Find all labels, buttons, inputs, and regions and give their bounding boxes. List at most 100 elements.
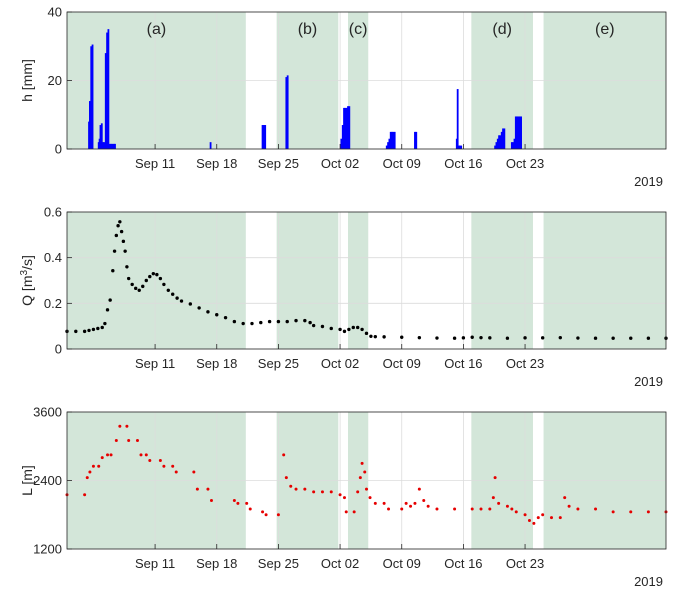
q-point — [593, 336, 598, 340]
q-point — [74, 329, 78, 334]
h-bar — [99, 125, 102, 149]
q-point — [646, 336, 651, 340]
q-point — [479, 335, 483, 340]
q-point — [100, 325, 104, 330]
h-bar — [502, 128, 504, 149]
h-bar — [111, 143, 114, 149]
q-point — [197, 306, 201, 310]
x-tick-label: Sep 25 — [258, 356, 299, 371]
q-point — [134, 286, 138, 291]
l-point — [174, 470, 178, 474]
l-point — [303, 487, 307, 491]
period-label-2: (b) — [298, 21, 318, 38]
h-bar — [262, 125, 265, 149]
h-bar — [264, 125, 267, 149]
x-tick-label: Oct 23 — [506, 156, 544, 171]
l-point — [85, 476, 89, 480]
x-tick-label: Oct 02 — [321, 356, 359, 371]
h-bar — [415, 131, 418, 149]
q-point — [166, 288, 171, 292]
l-point — [373, 501, 377, 505]
l-point — [91, 464, 95, 468]
l-point — [409, 504, 413, 508]
l-point — [312, 490, 316, 494]
l-point — [352, 510, 356, 514]
l-point — [563, 496, 567, 500]
q-point — [435, 336, 439, 340]
l-point — [356, 490, 360, 494]
l-point — [232, 498, 236, 502]
shaded-period-2 — [276, 212, 339, 349]
h-bar — [456, 89, 459, 149]
q-point — [285, 319, 289, 324]
l-point — [329, 490, 333, 494]
l-point — [527, 518, 531, 522]
q-point — [188, 302, 193, 306]
year-label: 2019 — [634, 174, 663, 189]
y-tick-label: 0.2 — [44, 296, 62, 311]
l-point — [88, 470, 92, 474]
x-tick-label: Oct 16 — [444, 556, 482, 571]
y-tick-label: 0 — [55, 342, 62, 357]
q-point — [111, 269, 115, 273]
h-bar — [344, 107, 347, 149]
period-label-5: (e) — [595, 21, 615, 38]
l-point — [83, 493, 87, 497]
h-bar — [103, 142, 106, 149]
l-point — [400, 507, 404, 511]
l-point — [363, 470, 367, 474]
x-tick-label: Oct 02 — [321, 556, 359, 571]
h-bar — [106, 32, 108, 149]
x-tick-label: Oct 16 — [444, 156, 482, 171]
q-point — [108, 298, 112, 302]
x-tick-label: Sep 11 — [135, 556, 175, 571]
h-bar — [460, 145, 463, 149]
h-bar — [414, 131, 416, 149]
h-bar — [102, 142, 105, 149]
q-point — [259, 320, 263, 325]
l-point — [479, 507, 483, 511]
l-point — [558, 516, 562, 520]
x-tick-label: Sep 11 — [135, 356, 175, 371]
q-point — [303, 318, 307, 323]
q-point — [364, 331, 369, 336]
l-point — [493, 476, 497, 480]
l-point — [171, 464, 175, 468]
y-tick-label: 0 — [55, 142, 62, 157]
q-point — [355, 325, 360, 330]
l-point — [158, 459, 162, 463]
q-point — [151, 271, 156, 276]
l-point — [611, 510, 615, 514]
h-bar — [347, 106, 349, 149]
h-bar — [503, 128, 506, 149]
q-point — [87, 328, 91, 333]
q-point — [116, 224, 120, 228]
h-bar — [90, 46, 93, 149]
q-point — [103, 321, 107, 326]
l-point — [629, 510, 633, 514]
q-point — [576, 336, 580, 340]
h-bar — [494, 145, 497, 149]
y-tick-label: 0.4 — [44, 250, 62, 265]
x-tick-label: Oct 23 — [506, 556, 544, 571]
l-point — [282, 453, 286, 457]
h-bar — [104, 53, 107, 149]
l-point — [342, 496, 346, 500]
l-point — [536, 516, 540, 520]
q-point — [320, 324, 325, 329]
year-label: 2019 — [634, 574, 663, 589]
l-point — [422, 498, 426, 502]
l-point — [470, 507, 474, 511]
h-bar — [393, 131, 396, 149]
l-point — [594, 507, 598, 511]
q-point — [91, 327, 96, 332]
q-point — [162, 282, 166, 287]
q-point — [148, 274, 152, 279]
y-tick-label: 20 — [48, 73, 62, 88]
period-label-3: (c) — [349, 21, 368, 38]
l-point — [114, 439, 118, 443]
q-point — [125, 265, 129, 269]
l-point — [118, 424, 122, 428]
q-point — [308, 320, 312, 325]
